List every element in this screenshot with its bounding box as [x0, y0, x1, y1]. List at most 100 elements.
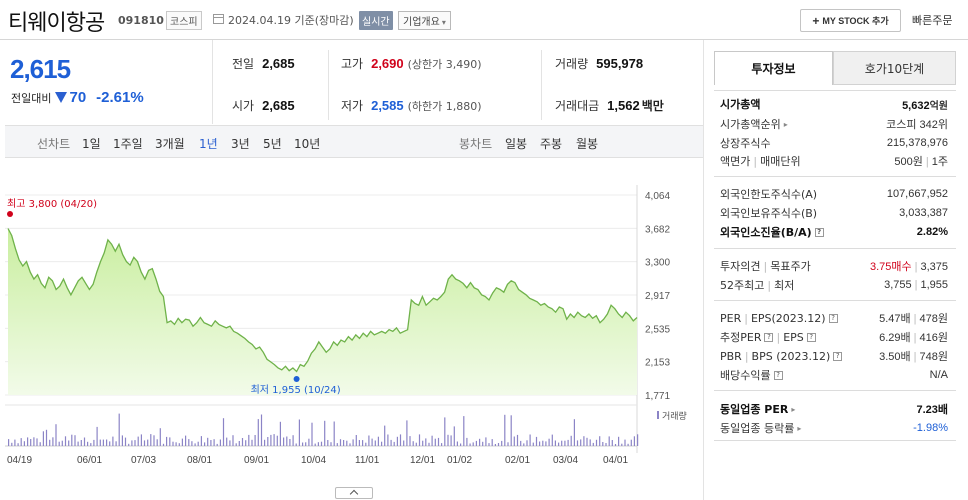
- collapse-chart-button[interactable]: [335, 487, 373, 499]
- volume-bar: [213, 439, 215, 446]
- realtime-button[interactable]: 실시간: [359, 11, 393, 30]
- help-icon[interactable]: ?: [833, 351, 843, 361]
- help-icon[interactable]: ?: [764, 332, 774, 342]
- volume-bar: [409, 436, 411, 446]
- period-3y[interactable]: 3년: [231, 137, 250, 151]
- info-value: 215,378,976: [886, 137, 948, 149]
- volume-bar: [516, 434, 519, 446]
- period-1d[interactable]: 1일: [82, 137, 101, 151]
- volume-bar: [425, 438, 427, 446]
- help-icon[interactable]: ?: [828, 313, 838, 323]
- volume-bar: [238, 441, 240, 446]
- volume-bar: [463, 416, 465, 446]
- volume-bar: [245, 440, 247, 446]
- volume-bar: [121, 435, 123, 446]
- help-icon[interactable]: ?: [773, 370, 783, 380]
- add-my-stock-button[interactable]: + MY STOCK 추가: [800, 9, 901, 32]
- info-value: 5.47배 | 478원: [879, 313, 948, 325]
- volume-bar: [520, 440, 522, 446]
- company-overview-dropdown[interactable]: 기업개요 ▾: [398, 11, 451, 30]
- tab-investment-info[interactable]: 투자정보: [714, 51, 833, 85]
- info-key: 액면가 | 매매단위: [720, 154, 801, 169]
- volume-bar: [526, 440, 528, 446]
- calendar-icon: [213, 14, 224, 24]
- period-3m[interactable]: 3개월: [155, 137, 185, 151]
- help-icon[interactable]: ?: [814, 227, 824, 237]
- volume-bar: [365, 442, 367, 446]
- volume-bar: [128, 443, 130, 446]
- volume-bar: [630, 439, 632, 446]
- volume-bar: [289, 439, 291, 446]
- volume-bar: [377, 436, 379, 446]
- arrow-right-icon[interactable]: ▸: [797, 423, 802, 433]
- volume-bar: [166, 436, 168, 446]
- volume-bar: [314, 443, 316, 446]
- arrow-right-icon[interactable]: ▸: [791, 404, 796, 414]
- quick-order-link[interactable]: 빠른주문: [912, 14, 953, 27]
- y-tick-label: 3,300: [645, 258, 670, 269]
- volume-bar: [545, 441, 547, 446]
- arrow-right-icon[interactable]: ▸: [783, 119, 788, 129]
- volume-bar: [276, 435, 278, 446]
- volume-bar: [134, 440, 136, 446]
- y-tick-label: 1,771: [645, 391, 670, 402]
- candle-weekly[interactable]: 주봉: [540, 137, 563, 151]
- volume-bar: [229, 440, 231, 446]
- volume-bar: [188, 439, 190, 446]
- volume-bar: [362, 440, 364, 446]
- volume-bar: [257, 419, 259, 446]
- volume-bar: [333, 421, 335, 446]
- help-icon[interactable]: ?: [806, 332, 816, 342]
- stat-volume: 거래량 595,978: [555, 56, 644, 71]
- y-tick-label: 3,682: [645, 224, 670, 235]
- x-tick-label: 03/04: [553, 455, 578, 465]
- period-10y[interactable]: 10년: [294, 137, 321, 151]
- info-row: 투자의견 | 목표주가 3.75매수 | 3,375: [720, 258, 948, 274]
- period-5y[interactable]: 5년: [263, 137, 282, 151]
- period-1w[interactable]: 1주일: [113, 137, 143, 151]
- info-key: 시가총액: [720, 98, 761, 111]
- volume-bar: [33, 437, 35, 446]
- volume-bar: [71, 434, 73, 446]
- stock-header: 티웨이항공 091810 코스피 2024.04.19 기준(장마감) 실시간 …: [0, 0, 968, 40]
- volume-bar: [548, 438, 550, 446]
- volume-bar: [437, 437, 440, 446]
- volume-bar: [542, 440, 544, 446]
- volume-bar: [529, 434, 531, 446]
- volume-bar: [497, 443, 500, 446]
- info-value: 107,667,952: [886, 188, 948, 200]
- volume-bar: [434, 438, 436, 446]
- volume-bar: [302, 442, 304, 446]
- info-key: 시가총액순위 ▸: [720, 118, 788, 131]
- info-key: 52주최고 | 최저: [720, 278, 795, 293]
- volume-bar: [254, 435, 256, 446]
- volume-bar: [140, 434, 142, 446]
- candle-daily[interactable]: 일봉: [505, 137, 528, 151]
- info-row: PER | EPS(2023.12)? 5.47배 | 478원: [720, 310, 948, 326]
- volume-bar: [232, 435, 234, 446]
- divider: [328, 50, 329, 120]
- volume-bar: [156, 439, 158, 446]
- stat-open: 시가 2,685: [232, 98, 295, 113]
- volume-bar: [358, 440, 360, 446]
- price-chart[interactable]: 4,064 3,682 3,300 2,917 2,535 2,153 1,771 최고 3,…: [5, 185, 703, 465]
- candle-monthly[interactable]: 월봉: [576, 137, 599, 151]
- volume-bar: [387, 434, 389, 446]
- volume-bar: [185, 435, 187, 446]
- info-key: 투자의견 | 목표주가: [720, 259, 811, 274]
- tab-order-book[interactable]: 호가10단계: [833, 51, 956, 85]
- volume-bar: [482, 441, 484, 446]
- volume-bar: [523, 443, 525, 446]
- volume-bar: [150, 434, 152, 446]
- volume-bar: [633, 436, 635, 446]
- volume-bar: [74, 435, 76, 446]
- volume-bar: [11, 442, 13, 446]
- volume-bar: [573, 419, 575, 446]
- volume-bar: [298, 419, 300, 446]
- volume-bar: [393, 441, 395, 446]
- plus-icon: +: [812, 13, 820, 28]
- info-row: 추정PER? | EPS? 6.29배 | 416원: [720, 329, 948, 345]
- volume-bar: [83, 437, 86, 446]
- period-1y[interactable]: 1년: [199, 137, 218, 151]
- info-tabs: 투자정보 호가10단계: [714, 51, 956, 85]
